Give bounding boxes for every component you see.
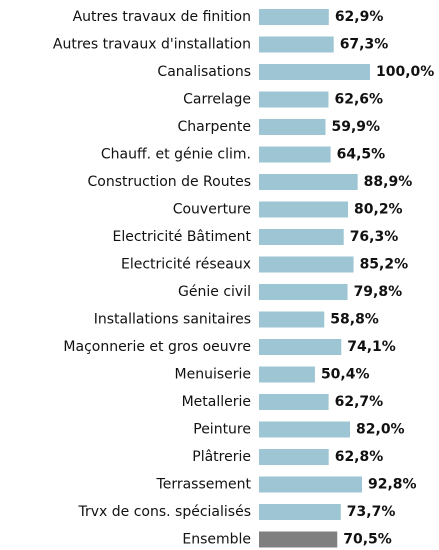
value-label: 62,7% <box>335 394 384 410</box>
value-label: 74,1% <box>347 339 396 355</box>
bar <box>259 339 342 355</box>
value-label: 79,8% <box>354 284 403 300</box>
category-label: Autres travaux de finition <box>73 9 251 25</box>
category-label: Canalisations <box>157 64 251 80</box>
bar <box>259 201 349 218</box>
value-label: 62,9% <box>335 9 384 25</box>
value-label: 73,7% <box>347 504 396 520</box>
category-label: Couverture <box>173 202 251 218</box>
value-label: 58,8% <box>330 312 379 328</box>
value-label: 67,3% <box>340 37 389 53</box>
bar <box>259 476 363 493</box>
category-label: Metallerie <box>182 394 251 410</box>
category-label: Menuiserie <box>175 367 252 383</box>
category-label: Carrelage <box>183 92 251 108</box>
bar <box>259 504 341 520</box>
category-label: Peinture <box>193 422 251 438</box>
value-label: 92,8% <box>368 477 417 493</box>
bar <box>259 256 354 273</box>
value-label: 88,9% <box>364 174 413 190</box>
bar <box>259 394 329 410</box>
category-label: Construction de Routes <box>88 174 251 190</box>
value-label: 62,8% <box>335 449 384 465</box>
value-label: 50,4% <box>321 367 370 383</box>
category-label: Autres travaux d'installation <box>53 37 251 53</box>
bar <box>259 421 351 438</box>
bar <box>259 119 326 135</box>
value-label: 64,5% <box>337 147 386 163</box>
bar <box>259 366 315 383</box>
category-label: Electricité réseaux <box>121 257 251 273</box>
value-label: 85,2% <box>360 257 409 273</box>
bar <box>259 174 358 190</box>
bar <box>259 36 334 53</box>
category-label: Charpente <box>178 119 251 135</box>
category-label: Maçonnerie et gros oeuvre <box>63 339 251 355</box>
bar <box>259 449 329 465</box>
bar <box>259 311 325 328</box>
bar <box>259 146 331 163</box>
value-label: 82,0% <box>356 422 405 438</box>
bar <box>259 91 329 108</box>
category-label: Electricité Bâtiment <box>113 229 252 245</box>
category-label: Génie civil <box>178 284 251 300</box>
bar <box>259 229 344 245</box>
category-label: Terrassement <box>156 477 252 493</box>
value-label: 62,6% <box>334 92 383 108</box>
category-label: Installations sanitaires <box>94 312 251 328</box>
bar <box>259 64 370 80</box>
bar <box>259 531 338 548</box>
value-label: 59,9% <box>331 119 380 135</box>
category-label: Ensemble <box>182 532 251 548</box>
category-label: Trvx de cons. spécialisés <box>78 504 252 520</box>
value-label: 70,5% <box>343 532 392 548</box>
category-label: Chauff. et génie clim. <box>101 147 251 163</box>
bar <box>259 9 329 25</box>
category-label: Plâtrerie <box>192 449 251 465</box>
value-label: 76,3% <box>350 229 399 245</box>
bar <box>259 284 348 300</box>
value-label: 100,0% <box>376 64 434 80</box>
value-label: 80,2% <box>354 202 403 218</box>
